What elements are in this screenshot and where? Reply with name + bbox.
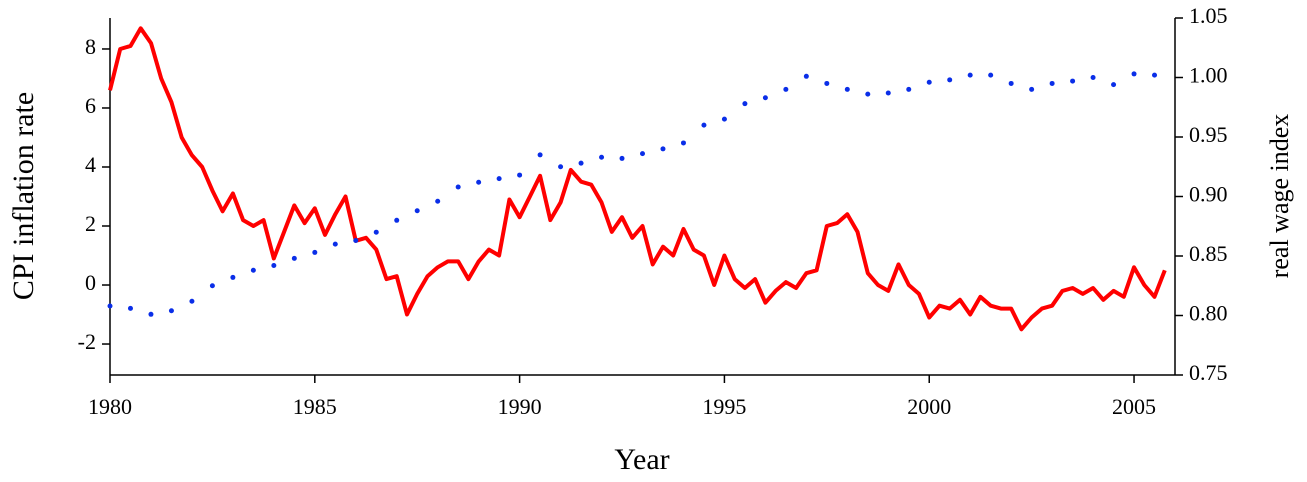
y-axis-label: CPI inflation rate bbox=[7, 92, 40, 300]
series-dot bbox=[824, 80, 830, 86]
series-dot bbox=[1111, 82, 1117, 88]
series-dot bbox=[517, 172, 523, 178]
series-dot bbox=[803, 73, 809, 79]
series-dot bbox=[742, 101, 748, 107]
y2-tick-label: 0.75 bbox=[1189, 360, 1228, 385]
x-tick-label: 1990 bbox=[498, 394, 542, 419]
series-dot bbox=[762, 95, 768, 101]
series-dot bbox=[721, 116, 727, 122]
series-dot bbox=[844, 86, 850, 92]
series-dot bbox=[885, 90, 891, 96]
series-dot bbox=[168, 308, 174, 314]
series-dot bbox=[926, 79, 932, 85]
series-dot bbox=[558, 164, 564, 170]
y-tick-label: 2 bbox=[85, 211, 96, 236]
series-dot bbox=[660, 146, 666, 152]
series-dot bbox=[599, 154, 605, 160]
series-line bbox=[108, 26, 1167, 332]
series-dot bbox=[189, 298, 195, 304]
series-dot bbox=[332, 241, 338, 247]
y2-tick-label: 0.80 bbox=[1189, 301, 1228, 326]
series-dot bbox=[640, 151, 645, 157]
series-dot bbox=[353, 238, 359, 244]
series-dot bbox=[1008, 80, 1014, 86]
y2-axis-label: real wage index bbox=[1265, 114, 1294, 279]
x-tick-label: 1980 bbox=[88, 394, 132, 419]
series-dot bbox=[496, 176, 502, 182]
series-dot bbox=[394, 217, 400, 223]
series-dot bbox=[271, 263, 277, 269]
series-dot bbox=[680, 140, 686, 146]
y2-tick-label: 0.90 bbox=[1189, 182, 1228, 207]
y-tick-label: 4 bbox=[85, 152, 96, 177]
y-tick-label: 8 bbox=[85, 34, 96, 59]
series-dot bbox=[1131, 71, 1137, 77]
series-dot bbox=[1070, 78, 1076, 84]
series-dot bbox=[578, 160, 584, 166]
series-dot bbox=[476, 179, 482, 185]
series-dot bbox=[701, 122, 707, 128]
series-dot bbox=[250, 267, 256, 273]
x-tick-label: 1995 bbox=[702, 394, 746, 419]
series-dot bbox=[1029, 86, 1035, 92]
y-tick-label: -2 bbox=[78, 329, 96, 354]
series-dot bbox=[435, 198, 441, 204]
x-tick-label: 2005 bbox=[1112, 394, 1156, 419]
series-dot bbox=[373, 229, 379, 235]
series-dot bbox=[1049, 80, 1055, 86]
series-dot bbox=[783, 86, 789, 92]
x-axis-label: Year bbox=[614, 443, 669, 476]
y2-tick-label: 1.00 bbox=[1189, 63, 1228, 88]
series-dot bbox=[414, 208, 420, 214]
x-tick-label: 2000 bbox=[907, 394, 951, 419]
series-dot bbox=[619, 155, 625, 161]
series-dot bbox=[230, 274, 236, 280]
y-tick-label: 0 bbox=[85, 270, 96, 295]
series-dot bbox=[312, 249, 318, 255]
series-dot bbox=[1152, 72, 1158, 78]
y2-tick-label: 0.85 bbox=[1189, 241, 1228, 266]
series-dot bbox=[537, 152, 543, 158]
series-dot bbox=[291, 255, 297, 261]
series-dot bbox=[865, 91, 871, 97]
series-dot bbox=[906, 86, 912, 92]
y2-tick-label: 1.05 bbox=[1189, 3, 1228, 28]
series-dot bbox=[1090, 75, 1096, 80]
series-dot bbox=[127, 305, 133, 311]
series-dot bbox=[107, 303, 113, 309]
y-tick-label: 6 bbox=[85, 93, 96, 118]
series-dot bbox=[455, 184, 461, 190]
series-dot bbox=[967, 72, 973, 78]
series-dot bbox=[988, 72, 994, 78]
x-tick-label: 1985 bbox=[293, 394, 337, 419]
series-dot bbox=[209, 283, 215, 289]
y2-tick-label: 0.95 bbox=[1189, 122, 1228, 147]
series-dot bbox=[148, 311, 154, 317]
series-dot bbox=[947, 77, 953, 83]
